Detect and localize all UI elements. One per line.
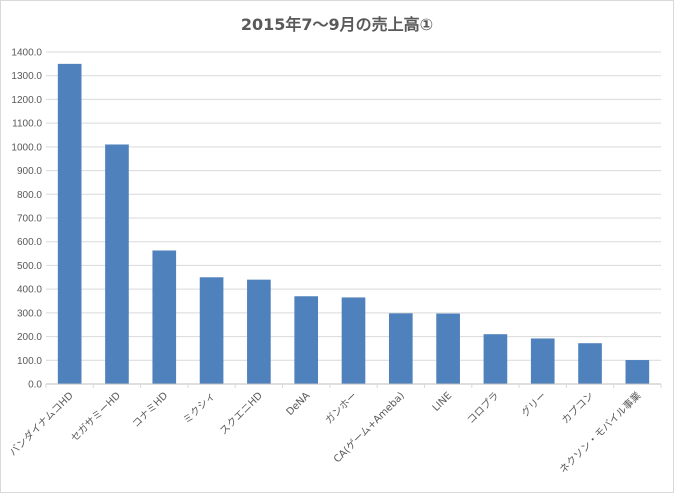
bar	[388, 313, 413, 384]
x-category-label: グリー	[518, 389, 548, 419]
bar	[625, 360, 650, 384]
bar	[294, 296, 319, 384]
bar	[199, 277, 224, 384]
bar	[57, 63, 82, 384]
y-tick-label: 500.0	[17, 261, 42, 272]
x-category-label: セガサミーHD	[68, 389, 123, 444]
x-category-label: カプコン	[559, 390, 596, 427]
y-tick-label: 1300.0	[11, 71, 42, 82]
x-category-label: コロプラ	[465, 390, 502, 427]
y-tick-label: 1000.0	[11, 142, 42, 153]
bar	[578, 343, 602, 384]
bar	[483, 334, 508, 384]
bar	[436, 313, 460, 384]
y-tick-label: 1200.0	[11, 95, 42, 106]
x-category-label: ガンホー	[323, 390, 360, 427]
y-tick-label: 300.0	[17, 308, 42, 319]
y-tick-label: 600.0	[17, 237, 42, 248]
y-tick-label: 1400.0	[11, 48, 42, 59]
chart-title: 2015年7〜9月の売上高①	[240, 15, 434, 34]
y-tick-label: 0.0	[28, 380, 42, 391]
bars	[57, 63, 650, 384]
x-category-label: ミクシィ	[181, 390, 218, 427]
y-tick-label: 1100.0	[12, 119, 42, 130]
x-category-label: コナミHD	[130, 389, 171, 430]
x-category-label: バンダイナムコHD	[6, 389, 76, 459]
bar	[341, 297, 366, 384]
y-tick-label: 800.0	[17, 190, 42, 201]
y-tick-label: 200.0	[17, 332, 42, 343]
bar	[105, 144, 129, 384]
bar	[247, 279, 271, 384]
bar	[530, 338, 555, 384]
y-tick-label: 900.0	[17, 166, 42, 177]
x-category-label: LINE	[431, 390, 455, 414]
y-tick-label: 100.0	[17, 356, 42, 367]
y-tick-label: 700.0	[17, 214, 42, 225]
x-category-label: DeNA	[285, 390, 313, 418]
y-axis-tick-labels: 0.0 100.0 200.0 300.0 400.0 500.0 600.0 700.0 80…	[11, 48, 42, 391]
x-category-label: ネクソン・モバイル事業	[556, 389, 643, 476]
bar	[152, 250, 177, 384]
x-category-label: スクエニHD	[217, 389, 265, 437]
y-tick-label: 400.0	[17, 285, 42, 296]
